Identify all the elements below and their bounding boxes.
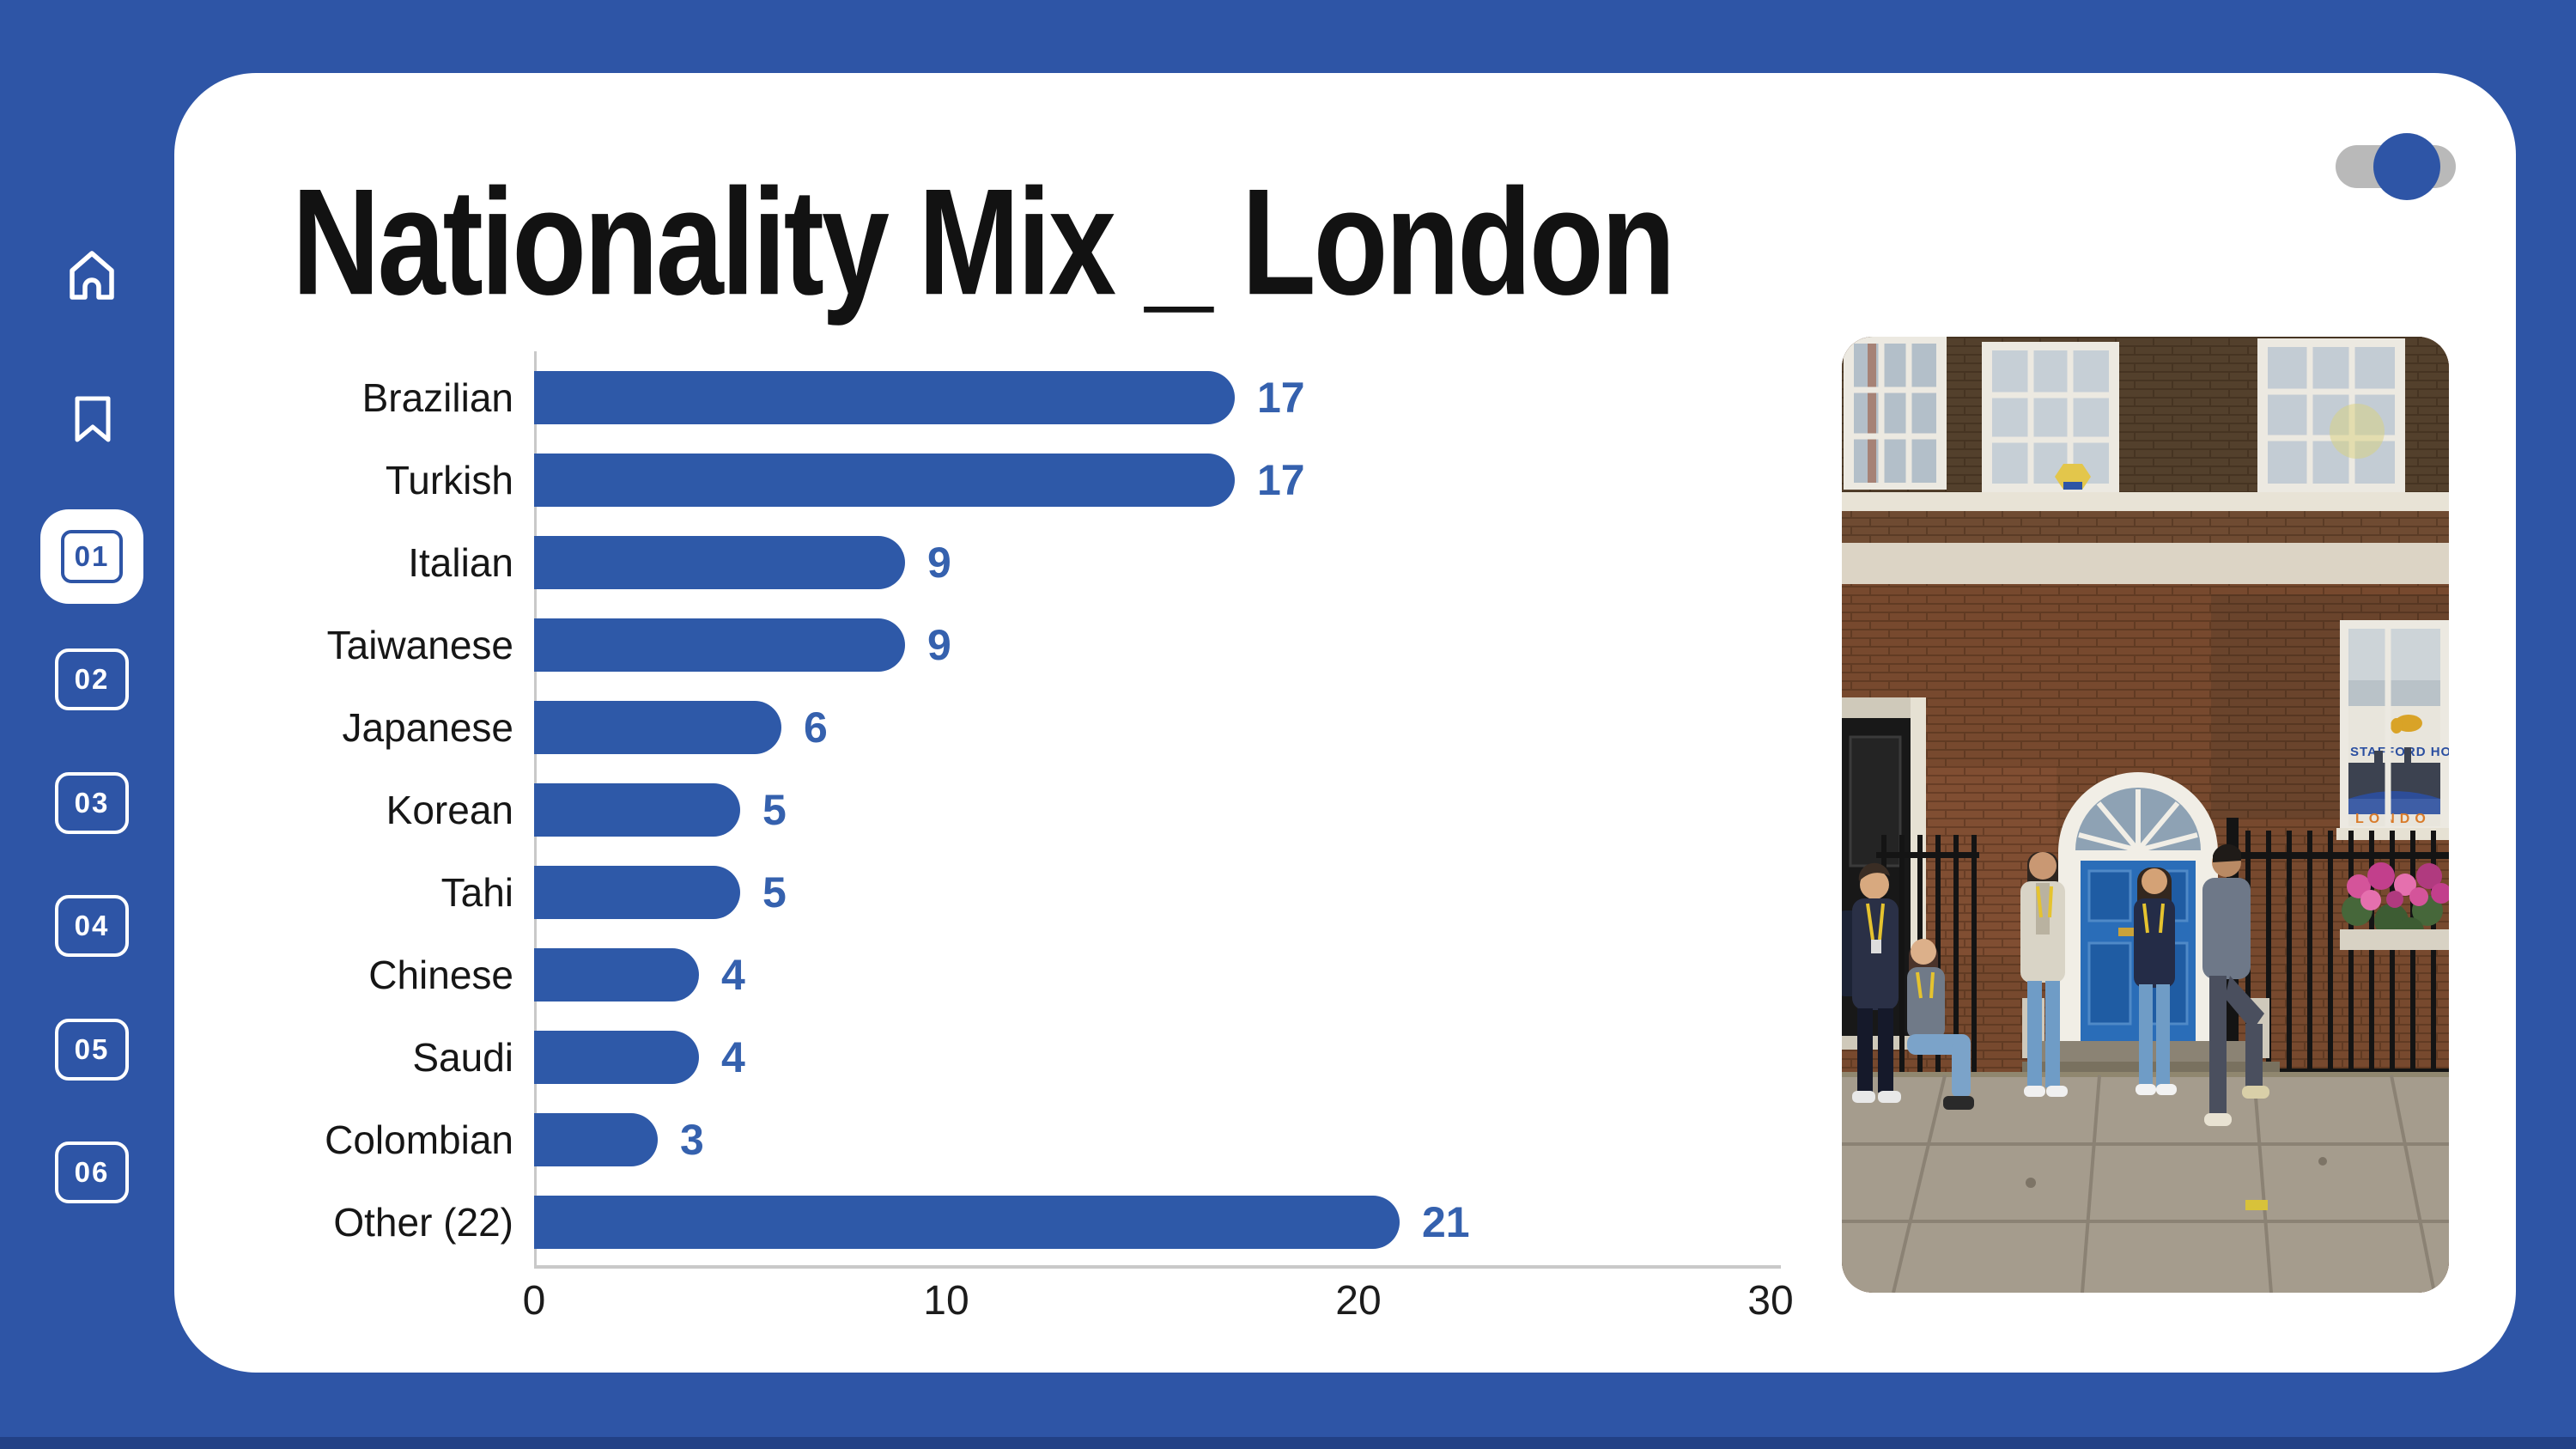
- toggle-knob[interactable]: [2373, 133, 2440, 200]
- bookmark-icon[interactable]: [73, 394, 112, 444]
- chart-row-tahi: Tahi 5: [292, 851, 2095, 934]
- category-label: Colombian: [325, 1117, 513, 1162]
- sidebar-item-page-04[interactable]: 04: [55, 895, 129, 957]
- alarm-box-icon: [2055, 464, 2091, 490]
- category-label: Korean: [386, 788, 513, 832]
- photo-illustration: STAFFORD HO LONDO: [1842, 337, 2449, 1293]
- chart-row-japanese: Japanese 6: [292, 686, 2095, 769]
- x-axis-line: [534, 1265, 1781, 1269]
- bar-track: 17: [534, 454, 1771, 507]
- students-group: [1842, 843, 2269, 1126]
- chart-row-korean: Korean 5: [292, 769, 2095, 851]
- bar-korean: [534, 783, 740, 837]
- category-label: Chinese: [368, 953, 513, 997]
- bar-value-label: 4: [721, 1033, 745, 1081]
- london-sign: LONDO: [2355, 812, 2431, 826]
- bar-saudi: [534, 1031, 699, 1084]
- bar-track: 9: [534, 618, 1771, 672]
- sidebar-item-page-06[interactable]: 06: [55, 1142, 129, 1203]
- bar-value-label: 9: [927, 539, 951, 587]
- background-bottom-strip: [0, 1437, 2576, 1449]
- x-tick-label: 30: [1747, 1278, 1794, 1324]
- chart-row-turkish: Turkish 17: [292, 439, 2095, 521]
- bar-track: 3: [534, 1113, 1771, 1166]
- x-tick-label: 20: [1335, 1278, 1382, 1324]
- bar-track: 4: [534, 1031, 1771, 1084]
- category-label: Japanese: [342, 705, 514, 750]
- bar-italian: [534, 536, 905, 589]
- bar-other-22: [534, 1196, 1400, 1249]
- chart-row-brazilian: Brazilian 17: [292, 356, 2095, 439]
- chart-row-saudi: Saudi 4: [292, 1016, 2095, 1099]
- bar-value-label: 17: [1257, 374, 1305, 422]
- category-label: Saudi: [412, 1035, 513, 1080]
- bar-track: 6: [534, 701, 1771, 754]
- sidebar-item-page-05[interactable]: 05: [55, 1019, 129, 1081]
- x-axis-ticks: 0 10 20 30: [523, 1277, 1794, 1329]
- sidebar-item-page-02[interactable]: 02: [55, 648, 129, 710]
- pavement: [1842, 1072, 2449, 1293]
- sidebar-item-page-01[interactable]: 01: [61, 530, 123, 583]
- chart-row-italian: Italian 9: [292, 521, 2095, 604]
- chart-row-other-22: Other (22) 21: [292, 1181, 2095, 1263]
- bar-track: 5: [534, 783, 1771, 837]
- bar-value-label: 5: [762, 868, 787, 916]
- bar-turkish: [534, 454, 1235, 507]
- bar-colombian: [534, 1113, 658, 1166]
- bar-track: 21: [534, 1196, 1771, 1249]
- chart-row-colombian: Colombian 3: [292, 1099, 2095, 1181]
- bar-track: 17: [534, 371, 1771, 424]
- x-tick-label: 0: [522, 1278, 546, 1324]
- category-label: Taiwanese: [326, 623, 513, 667]
- sidebar: 01 02 03 04 05 06: [0, 0, 177, 1449]
- slide-card: Nationality Mix _ London Brazilian 17 Turk…: [174, 73, 2516, 1373]
- page-title: Nationality Mix _ London: [292, 157, 1675, 327]
- bar-value-label: 5: [762, 786, 787, 834]
- bar-taiwanese: [534, 618, 905, 672]
- category-label: Brazilian: [361, 375, 513, 420]
- bar-tahi: [534, 866, 740, 919]
- x-tick-label: 10: [923, 1278, 969, 1324]
- bar-value-label: 17: [1257, 456, 1305, 504]
- bar-value-label: 4: [721, 951, 745, 999]
- bar-value-label: 3: [680, 1116, 704, 1164]
- category-label: Turkish: [385, 458, 513, 502]
- display-toggle[interactable]: [2336, 133, 2456, 200]
- chart-row-chinese: Chinese 4: [292, 934, 2095, 1016]
- category-label: Italian: [408, 540, 513, 585]
- bar-japanese: [534, 701, 781, 754]
- category-label: Tahi: [440, 870, 513, 915]
- bar-track: 5: [534, 866, 1771, 919]
- bar-value-label: 9: [927, 621, 951, 669]
- chart-rows: Brazilian 17 Turkish 17 Italian 9 Taiwanese 9 Ja…: [292, 356, 2095, 1263]
- bar-value-label: 21: [1422, 1198, 1470, 1246]
- shop-window: STAFFORD HO LONDO: [2336, 620, 2449, 840]
- sidebar-item-page-03[interactable]: 03: [55, 772, 129, 834]
- bar-chart: Brazilian 17 Turkish 17 Italian 9 Taiwanese 9 Ja…: [292, 351, 2095, 1344]
- upper-windows: [1844, 337, 2405, 492]
- flower-box: [2340, 862, 2449, 950]
- home-icon[interactable]: [65, 247, 118, 302]
- school-photo: STAFFORD HO LONDO: [1842, 337, 2449, 1293]
- bar-track: 4: [534, 948, 1771, 1002]
- stafford-house-sign: STAFFORD HO: [2350, 745, 2449, 759]
- bar-value-label: 6: [804, 703, 828, 752]
- chart-row-taiwanese: Taiwanese 9: [292, 604, 2095, 686]
- bar-track: 9: [534, 536, 1771, 589]
- bar-brazilian: [534, 371, 1235, 424]
- bar-chinese: [534, 948, 699, 1002]
- category-label: Other (22): [333, 1200, 513, 1245]
